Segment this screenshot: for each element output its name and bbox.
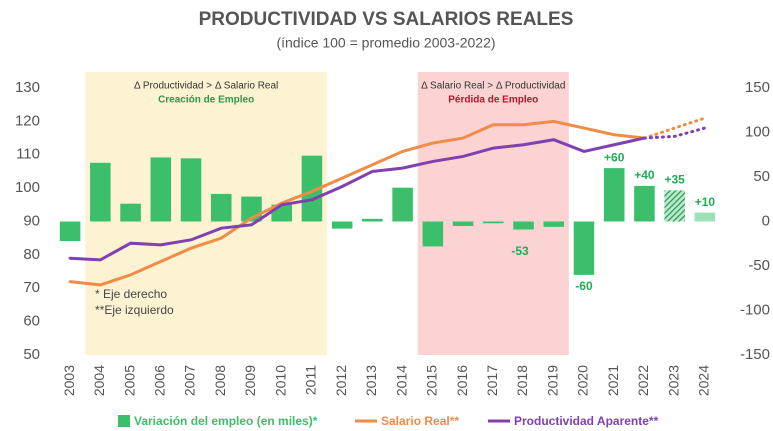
chart-title: PRODUCTIVIDAD VS SALARIOS REALES xyxy=(199,9,574,30)
x-tick-label: 2017 xyxy=(484,365,500,396)
bar xyxy=(543,221,565,227)
y2-tick-label: 50 xyxy=(753,168,770,185)
legend-swatch xyxy=(118,415,130,427)
y-tick-label: 100 xyxy=(15,179,40,196)
bar xyxy=(483,221,504,224)
bar xyxy=(59,221,81,242)
y-tick-label: 110 xyxy=(16,146,40,163)
y2-tick-label: 150 xyxy=(745,79,770,96)
region-label: Creación de Empleo xyxy=(158,95,254,106)
bar xyxy=(422,221,444,247)
bar xyxy=(573,221,595,275)
data-label: +60 xyxy=(604,150,625,164)
bar xyxy=(694,212,716,222)
data-label: +40 xyxy=(634,168,655,182)
annotation: * Eje derecho xyxy=(95,287,167,301)
x-tick-label: 2007 xyxy=(182,365,198,396)
x-tick-label: 2022 xyxy=(635,365,651,396)
x-tick-label: 2011 xyxy=(303,365,319,395)
x-tick-label: 2014 xyxy=(393,365,409,396)
bar xyxy=(210,193,232,222)
bar xyxy=(634,185,655,222)
x-tick-label: 2015 xyxy=(424,365,440,396)
line xyxy=(642,116,707,140)
legend-label: Variación del empleo (en miles)* xyxy=(134,414,318,428)
x-tick-label: 2006 xyxy=(151,365,167,396)
x-tick-label: 2010 xyxy=(272,365,288,396)
bar xyxy=(452,221,474,226)
bar xyxy=(90,162,111,222)
x-tick-label: 2004 xyxy=(91,365,107,396)
bar xyxy=(150,157,172,222)
x-tick-label: 2013 xyxy=(363,365,379,396)
chart-subtitle: (índice 100 = promedio 2003-2022) xyxy=(276,35,495,51)
x-tick-label: 2012 xyxy=(333,365,349,396)
y2-tick-label: -150 xyxy=(740,346,770,363)
bar xyxy=(362,218,383,222)
data-label: +35 xyxy=(664,173,685,187)
x-tick-label: 2020 xyxy=(575,365,591,396)
line xyxy=(642,126,707,140)
data-label: -60 xyxy=(575,279,593,293)
x-tick-label: 2024 xyxy=(696,365,712,396)
x-tick-label: 2021 xyxy=(605,365,621,396)
y-tick-label: 130 xyxy=(15,79,40,96)
y-tick-label: 80 xyxy=(23,246,40,263)
x-tick-label: 2003 xyxy=(61,365,77,396)
legend-label: Salario Real** xyxy=(381,414,459,428)
y2-tick-label: 100 xyxy=(745,123,770,140)
annotation: -53 xyxy=(511,244,529,258)
bar xyxy=(513,221,534,230)
x-tick-label: 2023 xyxy=(665,365,681,396)
bar xyxy=(664,190,685,222)
bar xyxy=(301,155,323,222)
y-tick-label: 60 xyxy=(23,313,40,330)
bar xyxy=(120,203,141,222)
x-tick-label: 2019 xyxy=(544,365,560,396)
x-tick-label: 2009 xyxy=(242,365,258,396)
x-tick-label: 2016 xyxy=(454,365,470,396)
bar xyxy=(331,221,353,229)
region-text: Δ Productividad > Δ Salario Real xyxy=(134,81,278,92)
y-tick-label: 70 xyxy=(23,279,40,296)
y2-tick-label: 0 xyxy=(762,212,770,229)
bar xyxy=(180,158,202,222)
annotation: **Eje izquierdo xyxy=(95,303,174,317)
y-tick-label: 90 xyxy=(23,212,40,229)
line xyxy=(68,136,646,262)
x-tick-label: 2005 xyxy=(121,365,137,396)
region-label: Pérdida de Empleo xyxy=(448,95,538,106)
legend-label: Productividad Aparente** xyxy=(514,414,659,428)
bar xyxy=(603,168,625,222)
data-label: +10 xyxy=(695,195,716,209)
y2-tick-label: -50 xyxy=(748,257,770,274)
region xyxy=(417,72,569,355)
bar xyxy=(392,187,413,222)
y-tick-label: 120 xyxy=(15,112,40,129)
y-tick-label: 50 xyxy=(23,346,40,363)
x-tick-label: 2018 xyxy=(514,365,530,396)
line xyxy=(68,119,646,287)
region-text: Δ Salario Real > Δ Productividad xyxy=(421,81,565,92)
x-tick-label: 2008 xyxy=(212,365,228,396)
y2-tick-label: -100 xyxy=(740,301,770,318)
